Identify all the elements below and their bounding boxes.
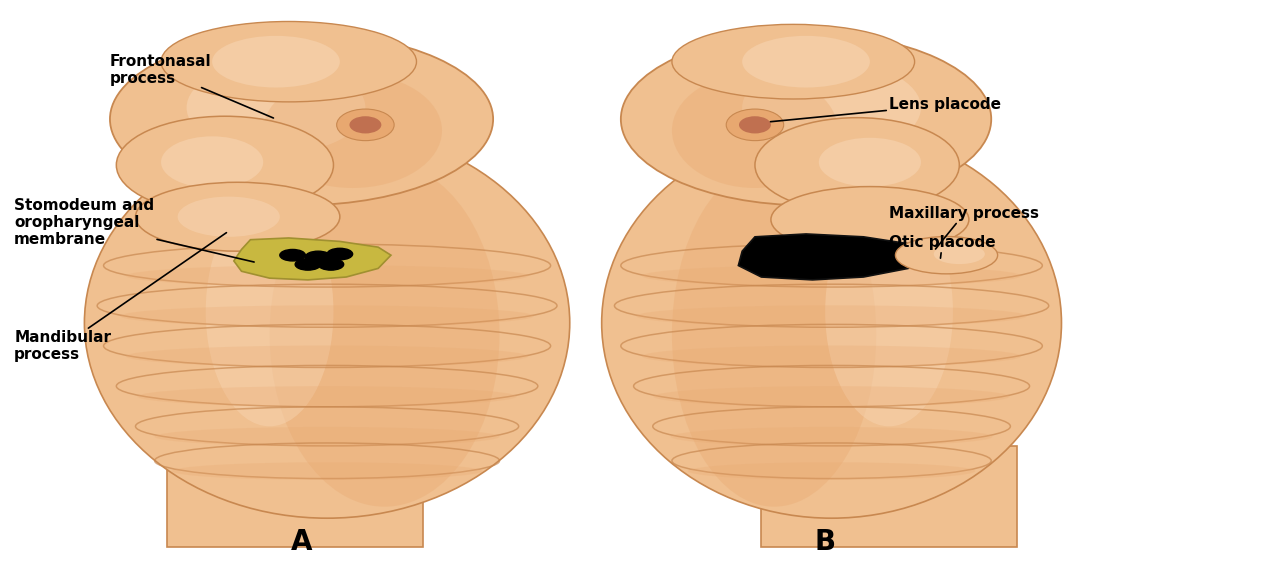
Ellipse shape bbox=[187, 62, 365, 153]
Circle shape bbox=[306, 251, 332, 263]
Ellipse shape bbox=[120, 305, 534, 327]
Ellipse shape bbox=[212, 36, 340, 88]
Ellipse shape bbox=[671, 427, 992, 447]
Polygon shape bbox=[739, 234, 922, 280]
Ellipse shape bbox=[672, 162, 877, 507]
Ellipse shape bbox=[739, 116, 771, 133]
Ellipse shape bbox=[110, 33, 493, 205]
Ellipse shape bbox=[742, 62, 922, 153]
Ellipse shape bbox=[641, 346, 1021, 367]
Ellipse shape bbox=[806, 419, 972, 474]
Ellipse shape bbox=[136, 182, 340, 251]
Ellipse shape bbox=[349, 116, 381, 133]
Ellipse shape bbox=[771, 186, 969, 253]
Ellipse shape bbox=[125, 265, 529, 287]
Ellipse shape bbox=[116, 116, 334, 214]
Ellipse shape bbox=[819, 138, 922, 186]
Circle shape bbox=[319, 258, 344, 270]
Ellipse shape bbox=[672, 73, 838, 188]
Text: Frontonasal
process: Frontonasal process bbox=[110, 54, 274, 118]
Ellipse shape bbox=[621, 33, 991, 205]
Ellipse shape bbox=[641, 265, 1021, 287]
Ellipse shape bbox=[270, 162, 499, 507]
Polygon shape bbox=[234, 238, 390, 280]
Ellipse shape bbox=[653, 386, 1010, 407]
Ellipse shape bbox=[161, 136, 264, 188]
Text: Otic placode: Otic placode bbox=[890, 235, 996, 258]
Text: Lens placode: Lens placode bbox=[771, 98, 1001, 122]
Ellipse shape bbox=[826, 197, 952, 426]
Ellipse shape bbox=[934, 244, 984, 264]
Ellipse shape bbox=[178, 197, 280, 237]
Ellipse shape bbox=[602, 128, 1061, 518]
Polygon shape bbox=[168, 447, 422, 547]
Circle shape bbox=[280, 249, 306, 261]
Ellipse shape bbox=[172, 462, 483, 480]
Ellipse shape bbox=[672, 24, 915, 99]
Circle shape bbox=[328, 248, 352, 260]
Ellipse shape bbox=[84, 128, 570, 518]
Text: A: A bbox=[291, 527, 312, 556]
Text: Stomodeum and
oropharyngeal
membrane: Stomodeum and oropharyngeal membrane bbox=[14, 197, 255, 262]
Ellipse shape bbox=[687, 462, 975, 480]
Ellipse shape bbox=[755, 118, 959, 212]
Ellipse shape bbox=[636, 305, 1027, 327]
Ellipse shape bbox=[206, 197, 334, 426]
Text: Mandibular
process: Mandibular process bbox=[14, 233, 227, 362]
Ellipse shape bbox=[155, 427, 499, 447]
Ellipse shape bbox=[212, 419, 378, 474]
Ellipse shape bbox=[137, 386, 517, 407]
Circle shape bbox=[296, 258, 321, 270]
Text: B: B bbox=[814, 527, 836, 556]
Text: Maxillary process: Maxillary process bbox=[890, 207, 1039, 249]
Ellipse shape bbox=[742, 36, 870, 88]
Ellipse shape bbox=[896, 237, 997, 274]
Ellipse shape bbox=[726, 109, 783, 141]
Ellipse shape bbox=[337, 109, 394, 141]
Polygon shape bbox=[762, 447, 1016, 547]
Ellipse shape bbox=[161, 21, 416, 102]
Ellipse shape bbox=[264, 73, 442, 188]
Ellipse shape bbox=[125, 346, 529, 367]
